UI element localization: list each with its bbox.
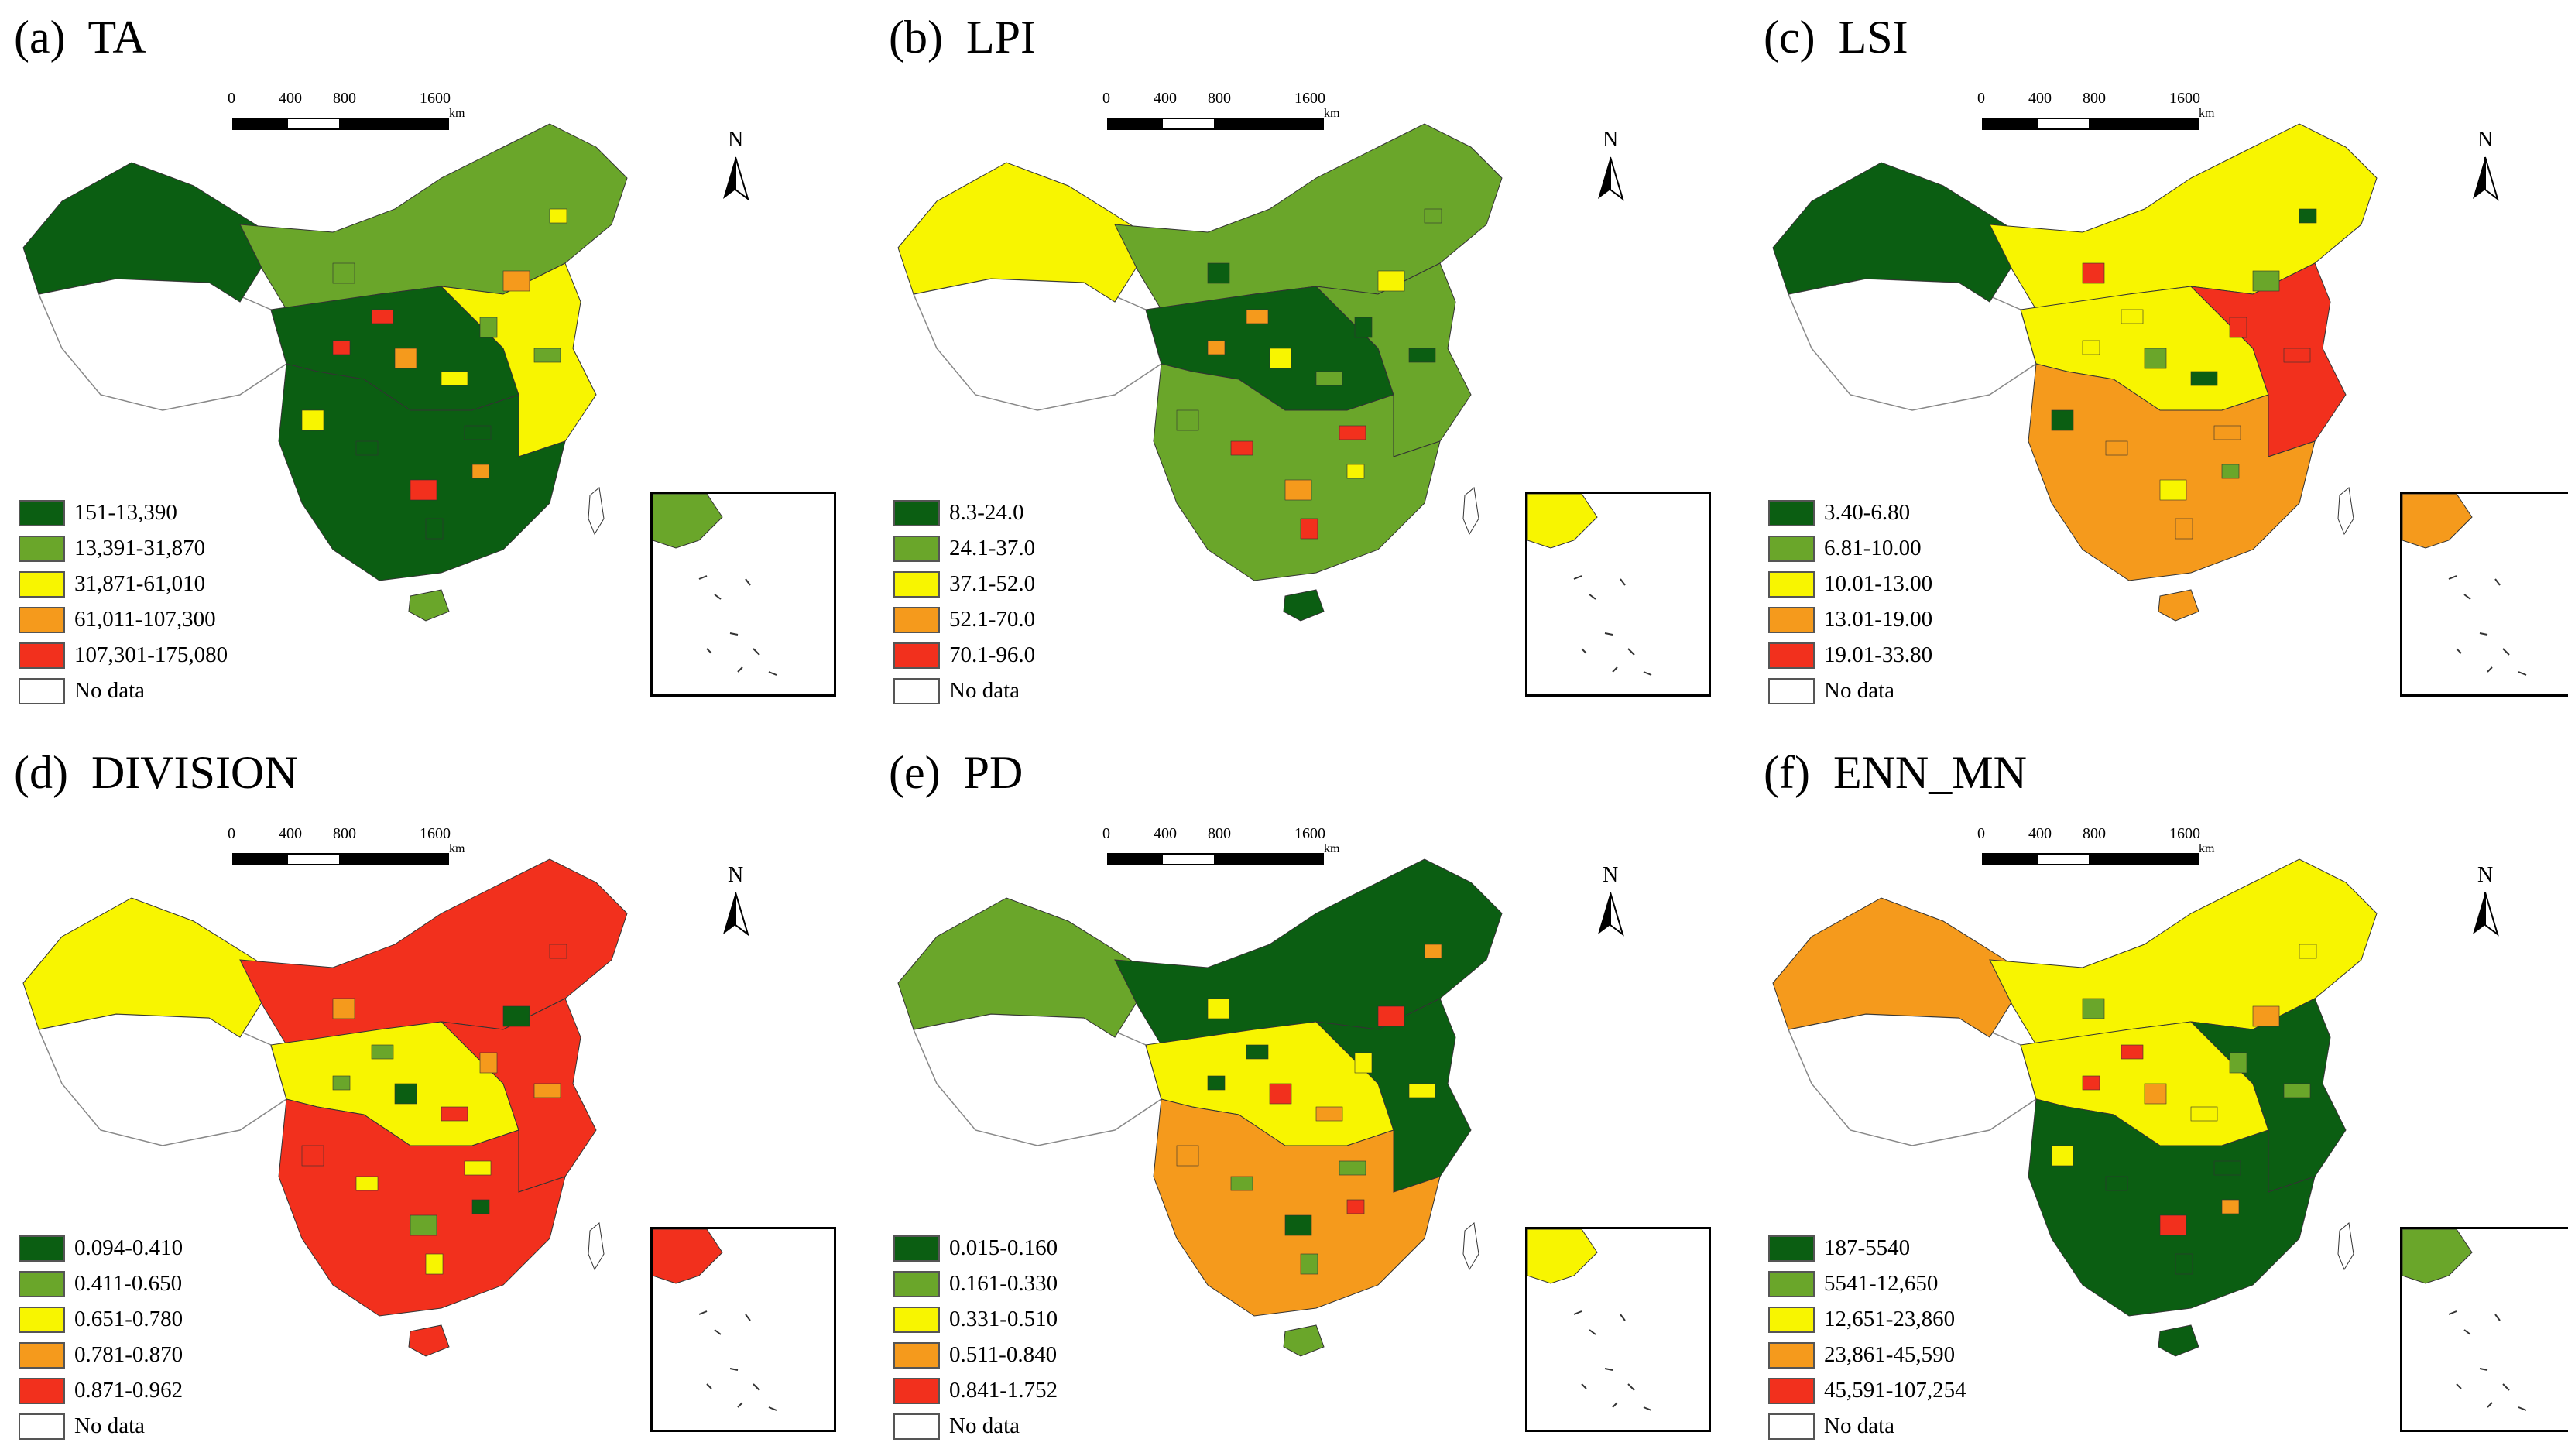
- scale-unit: km: [449, 107, 465, 120]
- south-china-sea-inset: [650, 1227, 836, 1432]
- scale-bar: 0 400 800 1600 km: [1092, 90, 1881, 136]
- china-choropleth-map: [897, 123, 1503, 622]
- scale-tick: 400: [1154, 90, 1177, 107]
- scale-tick: 1600: [1294, 90, 1325, 107]
- scale-tick: 800: [2083, 825, 2106, 842]
- china-choropleth-map: [22, 123, 628, 622]
- south-china-sea-inset: [1525, 1227, 1711, 1432]
- scale-tick: 400: [2028, 825, 2052, 842]
- scale-bar: 0 400 800 1600 km: [217, 90, 1006, 136]
- scale-tick: 1600: [420, 90, 451, 107]
- scale-unit: km: [2199, 107, 2215, 120]
- map-panel-division: (d) DIVISION 0 400 800 1600 km N: [0, 735, 852, 1447]
- scale-tick: 0: [228, 825, 235, 842]
- scale-tick: 400: [279, 90, 302, 107]
- scale-tick: 0: [1102, 825, 1110, 842]
- north-arrow: N: [712, 863, 759, 948]
- china-choropleth-map: [22, 858, 628, 1357]
- north-arrow: N: [712, 128, 759, 213]
- north-arrow: N: [2462, 128, 2508, 213]
- map-panel-ta: (a) TA 0 400 800 1600 km N: [0, 0, 852, 712]
- north-arrow: N: [1587, 128, 1634, 213]
- scale-bar: 0 400 800 1600 km: [1092, 825, 1881, 872]
- map-panel-pd: (e) PD 0 400 800 1600 km N: [875, 735, 1726, 1447]
- scale-bar: 0 400 800 1600 km: [1966, 825, 2568, 872]
- north-arrow: N: [1587, 863, 1634, 948]
- scale-bar: 0 400 800 1600 km: [217, 825, 1006, 872]
- panel-title: (a) TA: [14, 12, 146, 63]
- china-choropleth-map: [1772, 123, 2378, 622]
- scale-tick: 800: [333, 90, 356, 107]
- scale-unit: km: [449, 842, 465, 855]
- scale-tick: 0: [1102, 90, 1110, 107]
- map-panel-lsi: (c) LSI 0 400 800 1600 km N: [1750, 0, 2568, 712]
- scale-tick: 800: [2083, 90, 2106, 107]
- north-arrow: N: [2462, 863, 2508, 948]
- panel-title: (b) LPI: [889, 12, 1036, 63]
- scale-tick: 0: [1977, 825, 1985, 842]
- china-choropleth-map: [1772, 858, 2378, 1357]
- map-panel-lpi: (b) LPI 0 400 800 1600 km N: [875, 0, 1726, 712]
- south-china-sea-inset: [2400, 492, 2568, 697]
- scale-unit: km: [2199, 842, 2215, 855]
- scale-tick: 0: [1977, 90, 1985, 107]
- map-panel-enn-mn: (f) ENN_MN 0 400 800 1600 km N: [1750, 735, 2568, 1447]
- scale-tick: 1600: [1294, 825, 1325, 842]
- scale-tick: 800: [333, 825, 356, 842]
- scale-tick: 400: [1154, 825, 1177, 842]
- south-china-sea-inset: [1525, 492, 1711, 697]
- scale-tick: 400: [279, 825, 302, 842]
- scale-tick: 400: [2028, 90, 2052, 107]
- scale-unit: km: [1324, 842, 1340, 855]
- south-china-sea-inset: [2400, 1227, 2568, 1432]
- scale-tick: 1600: [420, 825, 451, 842]
- scale-tick: 0: [228, 90, 235, 107]
- scale-unit: km: [1324, 107, 1340, 120]
- scale-tick: 800: [1208, 90, 1231, 107]
- scale-tick: 1600: [2169, 825, 2200, 842]
- south-china-sea-inset: [650, 492, 836, 697]
- panel-title: (c) LSI: [1764, 12, 1908, 63]
- panel-title: (f) ENN_MN: [1764, 747, 2027, 798]
- china-choropleth-map: [897, 858, 1503, 1357]
- panel-title: (e) PD: [889, 747, 1023, 798]
- scale-tick: 1600: [2169, 90, 2200, 107]
- scale-bar: 0 400 800 1600 km: [1966, 90, 2568, 136]
- scale-tick: 800: [1208, 825, 1231, 842]
- panel-title: (d) DIVISION: [14, 747, 298, 798]
